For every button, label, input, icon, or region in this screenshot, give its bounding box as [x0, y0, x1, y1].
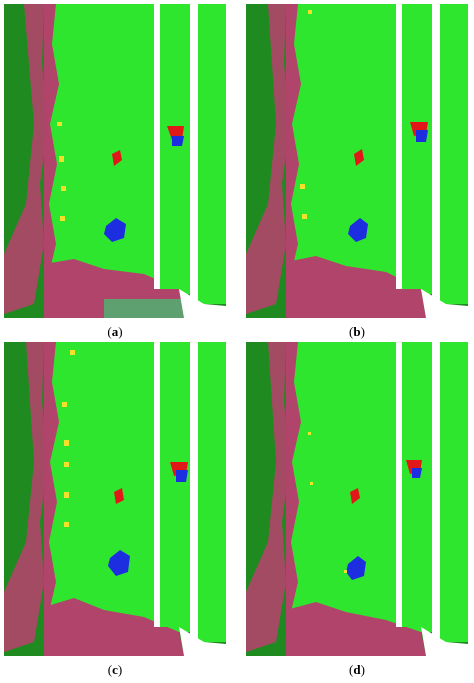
panel-d: (d) — [246, 342, 468, 677]
panel-c: (c) — [4, 342, 226, 677]
panel-a: (a) — [4, 4, 226, 339]
caption-c: (c) — [107, 662, 123, 677]
classification-map-d — [246, 342, 468, 656]
classification-map-c — [4, 342, 226, 656]
caption-d: (d) — [349, 662, 365, 677]
classification-map-a — [4, 4, 226, 318]
classification-map-b — [246, 4, 468, 318]
panel-b: (b) — [246, 4, 468, 339]
caption-b: (b) — [349, 324, 365, 339]
caption-a: (a) — [107, 324, 123, 339]
